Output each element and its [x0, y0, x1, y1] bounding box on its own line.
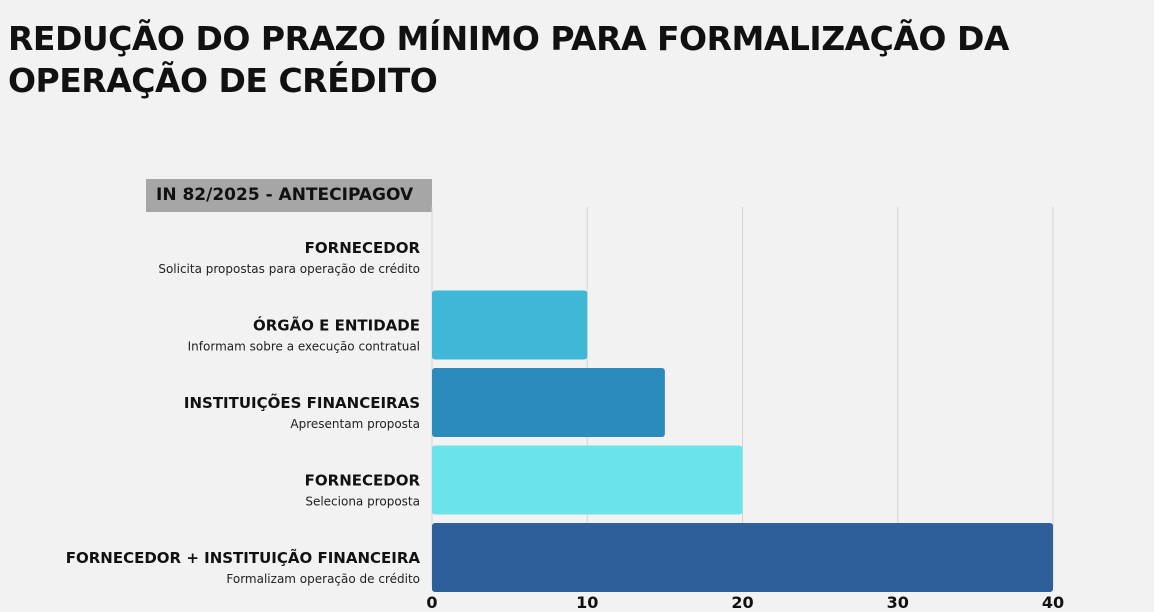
category-label: FORNECEDOR: [305, 472, 421, 490]
bar: [432, 523, 1053, 592]
x-tick-label: 0: [426, 593, 437, 612]
category-sublabel: Solicita propostas para operação de créd…: [158, 262, 420, 276]
bar: [432, 368, 665, 437]
x-tick-label: 20: [731, 593, 753, 612]
bar: [432, 290, 588, 360]
x-tick-label: 40: [1042, 593, 1064, 612]
category-label: INSTITUIÇÕES FINANCEIRAS: [184, 393, 420, 412]
category-label: FORNECEDOR + INSTITUIÇÃO FINANCEIRA: [66, 548, 421, 567]
category-sublabel: Informam sobre a execução contratual: [188, 340, 420, 354]
category-sublabel: Apresentam proposta: [290, 417, 420, 431]
page-title: REDUÇÃO DO PRAZO MÍNIMO PARA FORMALIZAÇÃ…: [8, 19, 1009, 100]
x-tick-label: 10: [576, 593, 598, 612]
category-label: FORNECEDOR: [305, 239, 421, 257]
chart-subtitle: IN 82/2025 - ANTECIPAGOV: [146, 179, 432, 212]
category-sublabel: Seleciona proposta: [305, 495, 420, 509]
x-tick-label: 30: [887, 593, 909, 612]
category-sublabel: Formalizam operação de crédito: [226, 572, 420, 586]
category-label: ÓRGÃO E ENTIDADE: [253, 316, 420, 335]
bar: [432, 445, 743, 515]
